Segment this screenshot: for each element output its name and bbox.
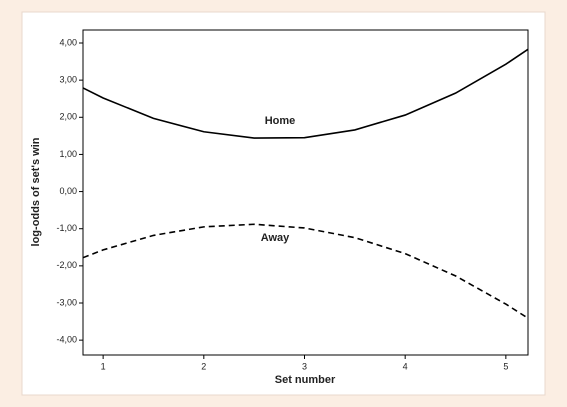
y-tick-label: -1,00 bbox=[56, 223, 77, 233]
x-tick-label: 3 bbox=[302, 361, 307, 371]
series-line bbox=[82, 48, 529, 139]
y-tick-label: -2,00 bbox=[56, 260, 77, 270]
y-tick-label: -3,00 bbox=[56, 297, 77, 307]
x-tick-label: 2 bbox=[201, 361, 206, 371]
panel bbox=[21, 11, 546, 396]
x-axis-label: Set number bbox=[275, 374, 336, 386]
x-tick-label: 4 bbox=[403, 361, 408, 371]
x-tick-label: 1 bbox=[101, 361, 106, 371]
y-tick-label: 0,00 bbox=[59, 186, 77, 196]
y-axis-label: log-odds of set's win bbox=[30, 137, 42, 246]
y-tick-label: 2,00 bbox=[59, 112, 77, 122]
series-label: Away bbox=[261, 232, 290, 244]
series-label: Home bbox=[265, 115, 296, 127]
y-tick-label: 1,00 bbox=[59, 149, 77, 159]
y-tick-label: 4,00 bbox=[59, 37, 77, 47]
series-line bbox=[82, 223, 529, 319]
x-tick-label: 5 bbox=[503, 361, 508, 371]
plot-frame bbox=[82, 29, 529, 356]
y-tick-label: -4,00 bbox=[56, 335, 77, 345]
y-tick-label: 3,00 bbox=[59, 75, 77, 85]
